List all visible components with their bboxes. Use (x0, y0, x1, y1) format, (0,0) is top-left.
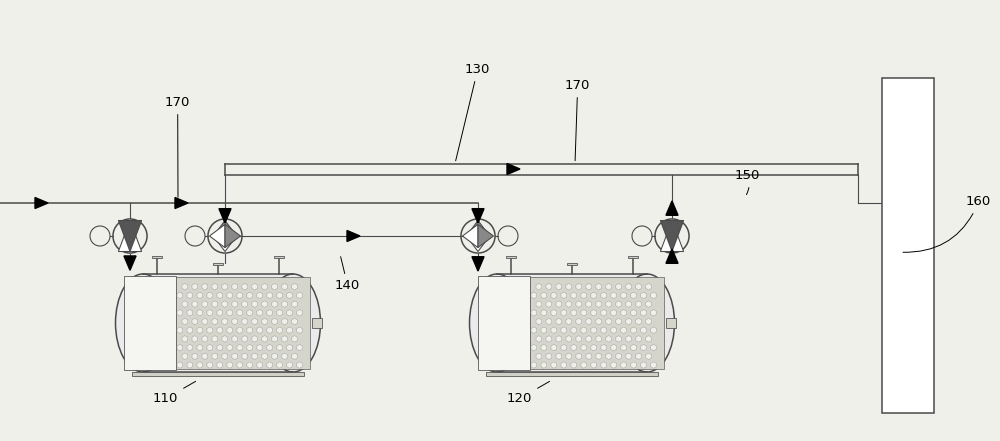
Polygon shape (466, 236, 490, 251)
Polygon shape (472, 257, 484, 271)
Polygon shape (472, 209, 484, 223)
FancyBboxPatch shape (882, 78, 934, 413)
Polygon shape (466, 220, 490, 236)
Polygon shape (462, 224, 478, 248)
Polygon shape (124, 256, 136, 270)
Polygon shape (143, 274, 293, 372)
Polygon shape (497, 274, 647, 372)
Polygon shape (660, 220, 684, 251)
Polygon shape (567, 262, 577, 265)
Polygon shape (132, 372, 304, 376)
Polygon shape (219, 209, 231, 223)
Polygon shape (666, 201, 678, 215)
Polygon shape (35, 198, 48, 209)
Polygon shape (312, 318, 322, 328)
Text: 140: 140 (335, 257, 360, 292)
Polygon shape (118, 220, 142, 251)
Polygon shape (478, 224, 494, 248)
Polygon shape (628, 255, 638, 258)
Polygon shape (274, 255, 284, 258)
Polygon shape (660, 220, 684, 251)
Polygon shape (124, 276, 176, 370)
Text: 120: 120 (507, 381, 550, 405)
Polygon shape (666, 318, 676, 328)
Polygon shape (478, 276, 530, 370)
Ellipse shape (620, 274, 674, 372)
Polygon shape (666, 249, 678, 263)
Polygon shape (347, 231, 360, 242)
Ellipse shape (116, 274, 170, 372)
Polygon shape (530, 277, 664, 369)
Polygon shape (118, 220, 142, 251)
Ellipse shape (470, 274, 524, 372)
Ellipse shape (266, 274, 320, 372)
Polygon shape (225, 224, 240, 248)
Polygon shape (152, 255, 162, 258)
Polygon shape (213, 236, 237, 251)
Polygon shape (213, 262, 223, 265)
Polygon shape (210, 224, 225, 248)
Text: 150: 150 (735, 169, 760, 194)
Text: 170: 170 (565, 79, 590, 161)
Text: 160: 160 (903, 195, 991, 252)
Polygon shape (176, 277, 310, 369)
Polygon shape (486, 372, 658, 376)
Text: 110: 110 (153, 381, 196, 405)
Polygon shape (175, 198, 188, 209)
Polygon shape (506, 255, 516, 258)
Polygon shape (213, 220, 237, 236)
Polygon shape (507, 164, 520, 175)
Text: 130: 130 (456, 63, 490, 161)
Text: 170: 170 (165, 96, 190, 197)
